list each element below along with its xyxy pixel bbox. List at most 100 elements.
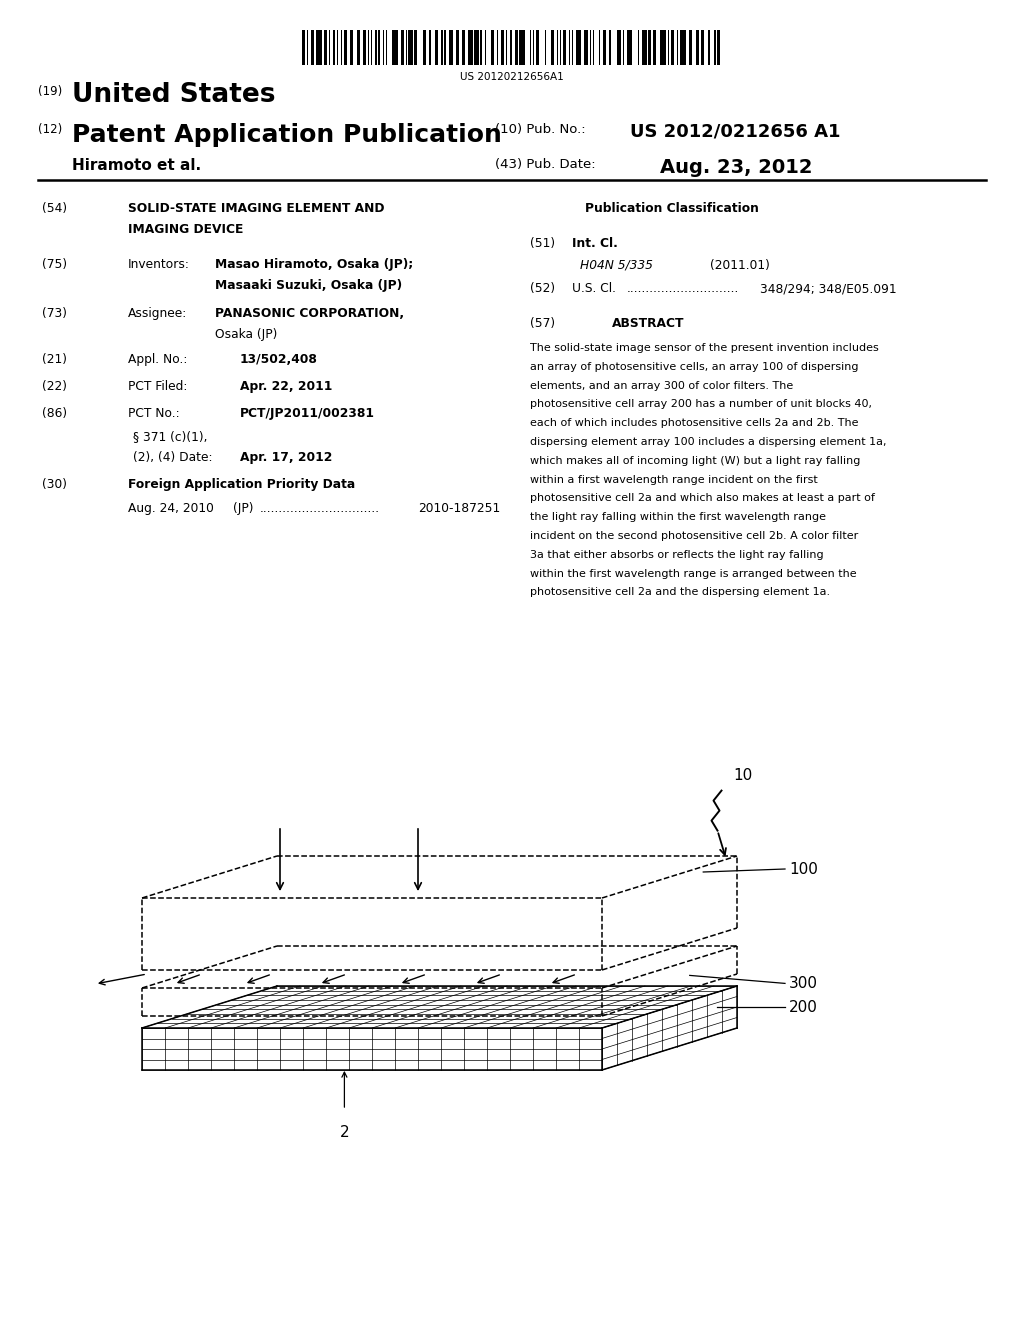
Text: US 20120212656A1: US 20120212656A1 xyxy=(460,73,564,82)
Text: Publication Classification: Publication Classification xyxy=(585,202,759,215)
Text: 200: 200 xyxy=(790,999,818,1015)
Text: photosensitive cell 2a and the dispersing element 1a.: photosensitive cell 2a and the dispersin… xyxy=(530,587,830,598)
Text: (73): (73) xyxy=(42,308,67,319)
Text: (JP): (JP) xyxy=(233,502,254,515)
Text: Int. Cl.: Int. Cl. xyxy=(572,238,617,249)
Bar xyxy=(497,30,499,65)
Bar xyxy=(709,30,710,65)
Text: Aug. 24, 2010: Aug. 24, 2010 xyxy=(128,502,214,515)
Bar xyxy=(457,30,460,65)
Bar xyxy=(671,30,674,65)
Bar xyxy=(474,30,479,65)
Bar xyxy=(469,30,473,65)
Bar xyxy=(376,30,377,65)
Text: (19): (19) xyxy=(38,84,62,98)
Bar xyxy=(560,30,561,65)
Text: Patent Application Publication: Patent Application Publication xyxy=(72,123,502,147)
Text: Masao Hiramoto, Osaka (JP);: Masao Hiramoto, Osaka (JP); xyxy=(215,257,414,271)
Text: 2010-187251: 2010-187251 xyxy=(418,502,501,515)
Text: Inventors:: Inventors: xyxy=(128,257,189,271)
Text: (43) Pub. Date:: (43) Pub. Date: xyxy=(495,158,596,172)
Bar xyxy=(551,30,554,65)
Text: 300: 300 xyxy=(790,975,818,991)
Bar xyxy=(701,30,703,65)
Bar xyxy=(696,30,699,65)
Bar xyxy=(506,30,508,65)
Text: Appl. No.:: Appl. No.: xyxy=(128,352,187,366)
Text: United States: United States xyxy=(72,82,275,108)
Text: (2), (4) Date:: (2), (4) Date: xyxy=(133,451,213,465)
Text: ABSTRACT: ABSTRACT xyxy=(612,317,684,330)
Bar xyxy=(424,30,427,65)
Bar xyxy=(653,30,656,65)
Text: (30): (30) xyxy=(42,478,67,491)
Text: photosensitive cell array 200 has a number of unit blocks 40,: photosensitive cell array 200 has a numb… xyxy=(530,400,872,409)
Bar xyxy=(677,30,679,65)
Bar xyxy=(545,30,547,65)
Text: US 2012/0212656 A1: US 2012/0212656 A1 xyxy=(630,123,841,141)
Bar xyxy=(718,30,721,65)
Bar xyxy=(329,30,331,65)
Bar xyxy=(623,30,625,65)
Text: 2: 2 xyxy=(340,1125,349,1140)
Bar xyxy=(315,30,322,65)
Text: incident on the second photosensitive cell 2b. A color filter: incident on the second photosensitive ce… xyxy=(530,531,858,541)
Bar xyxy=(302,30,305,65)
Bar xyxy=(463,30,466,65)
Bar xyxy=(490,30,494,65)
Bar xyxy=(534,30,535,65)
Bar xyxy=(325,30,328,65)
Bar xyxy=(409,30,413,65)
Text: an array of photosensitive cells, an array 100 of dispersing: an array of photosensitive cells, an arr… xyxy=(530,362,858,372)
Bar xyxy=(609,30,611,65)
Text: elements, and an array 300 of color filters. The: elements, and an array 300 of color filt… xyxy=(530,380,794,391)
Text: PCT No.:: PCT No.: xyxy=(128,407,179,420)
Bar xyxy=(648,30,651,65)
Bar xyxy=(603,30,606,65)
Text: Apr. 17, 2012: Apr. 17, 2012 xyxy=(240,451,333,465)
Text: 10: 10 xyxy=(733,768,753,783)
Text: (54): (54) xyxy=(42,202,68,215)
Text: PCT Filed:: PCT Filed: xyxy=(128,380,187,393)
Text: Osaka (JP): Osaka (JP) xyxy=(215,327,278,341)
Bar xyxy=(334,30,335,65)
Bar xyxy=(406,30,407,65)
Text: Foreign Application Priority Data: Foreign Application Priority Data xyxy=(128,478,355,491)
Bar xyxy=(715,30,716,65)
Bar xyxy=(357,30,360,65)
Text: (86): (86) xyxy=(42,407,68,420)
Bar xyxy=(392,30,398,65)
Bar xyxy=(435,30,438,65)
Text: (2011.01): (2011.01) xyxy=(710,259,770,272)
Bar xyxy=(642,30,647,65)
Text: Assignee:: Assignee: xyxy=(128,308,187,319)
Text: 348/294; 348/E05.091: 348/294; 348/E05.091 xyxy=(760,282,897,294)
Bar xyxy=(557,30,558,65)
Text: Masaaki Suzuki, Osaka (JP): Masaaki Suzuki, Osaka (JP) xyxy=(215,279,402,292)
Text: (57): (57) xyxy=(530,317,555,330)
Bar xyxy=(530,30,531,65)
Text: SOLID-STATE IMAGING ELEMENT AND: SOLID-STATE IMAGING ELEMENT AND xyxy=(128,202,384,215)
Text: 3a that either absorbs or reflects the light ray falling: 3a that either absorbs or reflects the l… xyxy=(530,550,823,560)
Text: 100: 100 xyxy=(790,862,818,876)
Bar xyxy=(569,30,570,65)
Bar xyxy=(368,30,370,65)
Bar xyxy=(415,30,418,65)
Bar xyxy=(337,30,338,65)
Text: dispersing element array 100 includes a dispersing element 1a,: dispersing element array 100 includes a … xyxy=(530,437,887,447)
Text: (52): (52) xyxy=(530,282,555,294)
Bar xyxy=(590,30,592,65)
Text: ...............................: ............................... xyxy=(260,502,380,515)
Text: § 371 (c)(1),: § 371 (c)(1), xyxy=(133,430,208,444)
Bar xyxy=(371,30,373,65)
Bar xyxy=(577,30,581,65)
Text: H04N 5/335: H04N 5/335 xyxy=(580,259,653,272)
Text: within a first wavelength range incident on the first: within a first wavelength range incident… xyxy=(530,475,818,484)
Bar xyxy=(536,30,539,65)
Bar xyxy=(689,30,692,65)
Bar xyxy=(306,30,308,65)
Bar xyxy=(485,30,486,65)
Text: 13/502,408: 13/502,408 xyxy=(240,352,317,366)
Text: .............................: ............................. xyxy=(627,282,739,294)
Bar xyxy=(502,30,505,65)
